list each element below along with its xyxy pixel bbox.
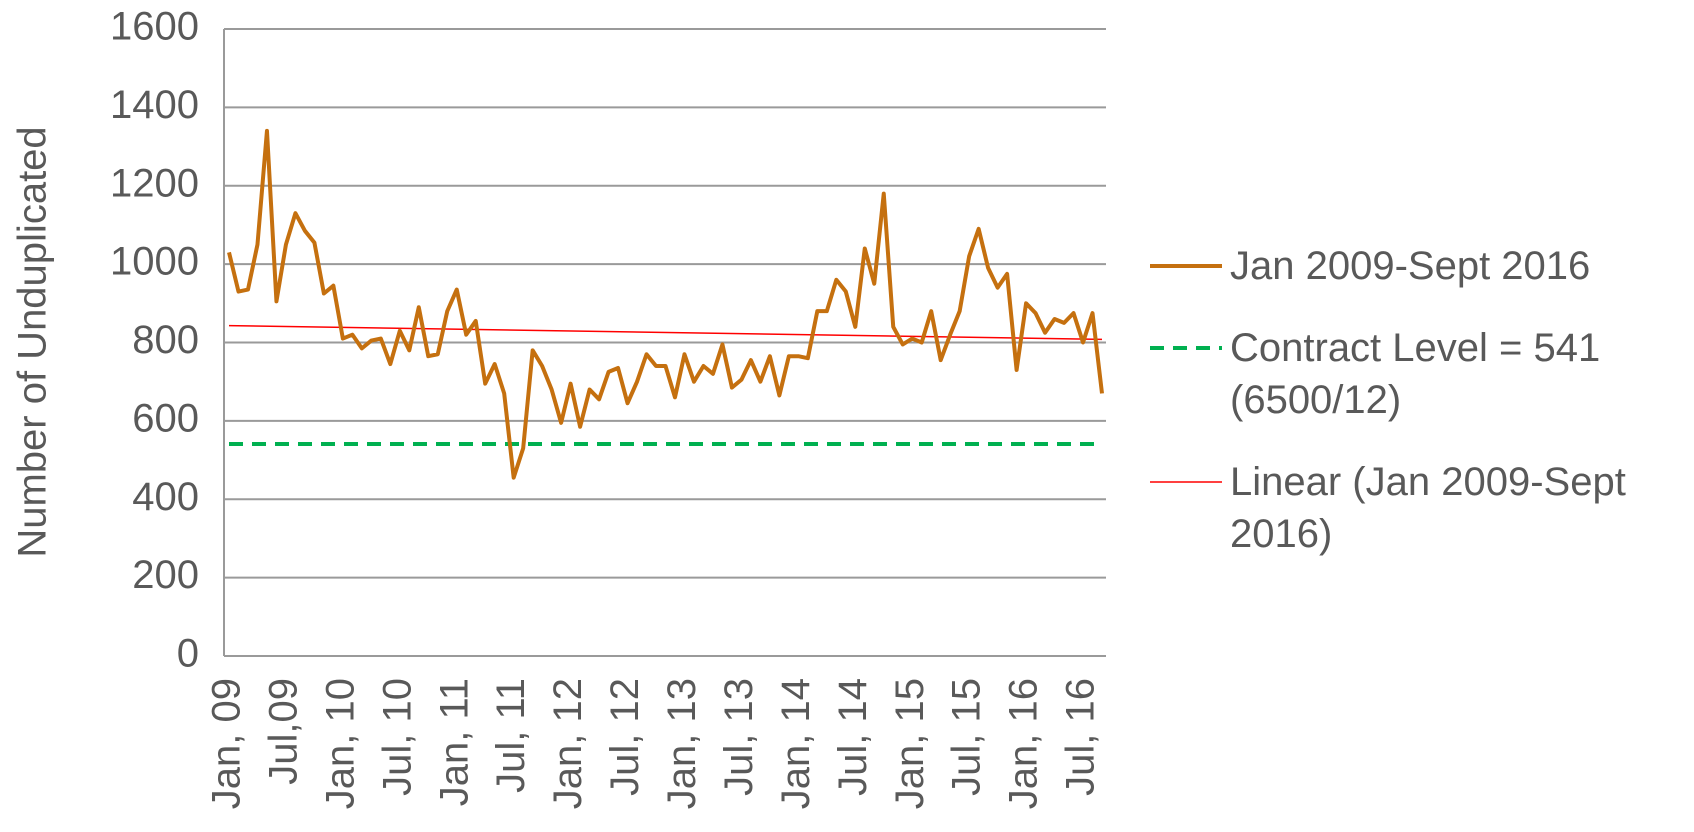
y-tick-label: 1600 [110,5,199,49]
x-tick-label: Jan, 13 [660,678,704,809]
y-axis-label: Number of Unduplicated [11,126,55,557]
x-tick-label: Jan, 15 [888,678,932,809]
trendline [228,324,1103,341]
y-tick-label: 600 [132,396,199,440]
y-tick-label: 800 [132,318,199,362]
legend-item: Contract Level = 541 (6500/12) [1150,322,1694,426]
legend-swatch [1150,264,1222,268]
y-tick-label: 0 [177,632,199,676]
y-tick-label: 400 [132,475,199,519]
x-tick-label: Jan, 11 [432,678,476,806]
x-tick-label: Jul, 11 [489,678,533,793]
x-tick-label: Jul, 15 [945,678,989,796]
y-tick-label: 200 [132,553,199,597]
x-tick-label: Jan, 16 [1002,678,1046,809]
x-tick-label: Jul, 14 [831,678,875,796]
legend-swatch [1150,346,1222,350]
x-tick-label: Jan, 09 [205,678,249,809]
y-tick-label: 1000 [110,240,199,284]
legend-label: Jan 2009-Sept 2016 [1230,244,1591,288]
legend-label: Linear (Jan 2009-Sept 2016) [1230,460,1626,556]
x-tick-label: Jul, 10 [375,678,419,796]
x-tick-label: Jan, 10 [318,678,362,809]
x-tick-label: Jan, 14 [774,678,818,809]
x-tick-label: Jan, 12 [546,678,590,809]
x-tick-label: Jul,09 [261,678,305,785]
legend-label: Contract Level = 541 (6500/12) [1230,326,1601,422]
legend-item: Jan 2009-Sept 2016 [1150,240,1694,292]
x-tick-label: Jul, 12 [603,678,647,796]
x-tick-label: Jul, 16 [1059,678,1103,796]
legend-item: Linear (Jan 2009-Sept 2016) [1150,456,1694,560]
legend-swatch [1150,481,1222,483]
y-tick-label: 1200 [110,161,199,205]
data-line [227,128,1104,480]
legend: Jan 2009-Sept 2016 Contract Level = 541 (… [1150,240,1694,590]
x-tick-label: Jul, 13 [717,678,761,796]
y-tick-label: 1400 [110,83,199,127]
